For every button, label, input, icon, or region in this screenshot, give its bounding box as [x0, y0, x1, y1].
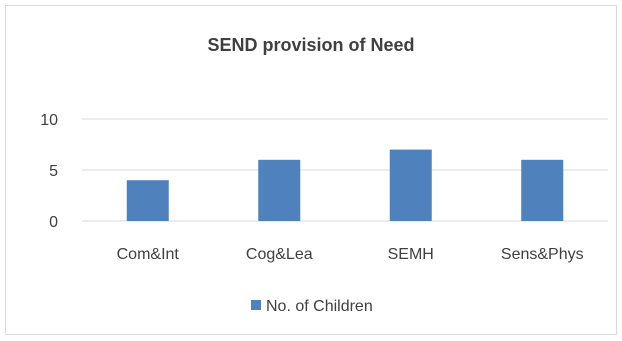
- bars: [126, 149, 564, 221]
- y-tick-label: 0: [49, 214, 58, 231]
- bar-Cog&Lea: [258, 159, 301, 221]
- x-tick-label: Sens&Phys: [501, 246, 584, 263]
- x-axis-labels: Com&Int Cog&Lea SEMH Sens&Phys: [117, 246, 584, 263]
- x-tick-label: Com&Int: [117, 246, 180, 263]
- bar-Sens&Phys: [521, 159, 564, 221]
- legend-swatch: [251, 300, 261, 310]
- y-axis-ticks: 0 5 10: [40, 112, 58, 231]
- legend-label: No. of Children: [266, 298, 373, 315]
- chart-title: SEND provision of Need: [207, 35, 414, 55]
- y-tick-label: 10: [40, 112, 58, 129]
- gridlines: [82, 118, 608, 222]
- legend: No. of Children: [251, 298, 373, 315]
- bar-Com&Int: [126, 180, 169, 221]
- x-tick-label: Cog&Lea: [246, 246, 313, 263]
- y-tick-label: 5: [49, 163, 58, 180]
- bar-SEMH: [389, 149, 432, 221]
- x-tick-label: SEMH: [388, 246, 434, 263]
